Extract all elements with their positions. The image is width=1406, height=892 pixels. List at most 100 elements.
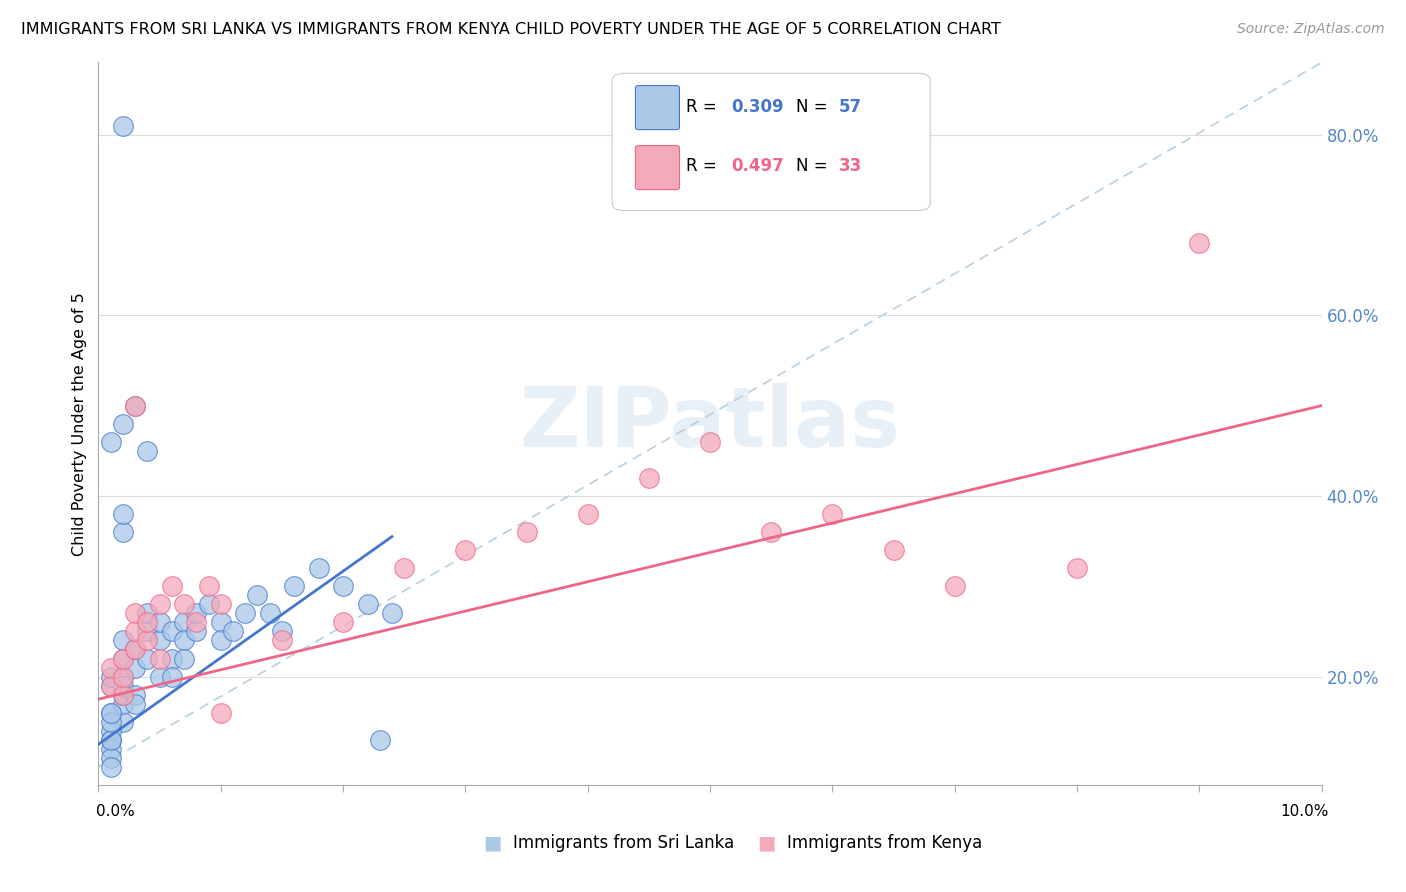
- Point: [124, 697, 146, 711]
- Point: [124, 607, 146, 621]
- Point: [368, 732, 391, 747]
- Point: [270, 633, 292, 648]
- Point: [759, 524, 782, 539]
- Point: [149, 615, 172, 630]
- Point: [209, 598, 232, 612]
- Point: [1066, 561, 1088, 575]
- Text: 0.309: 0.309: [731, 98, 783, 116]
- Text: R =: R =: [686, 98, 721, 116]
- Text: ■: ■: [756, 833, 776, 853]
- Text: 0.0%: 0.0%: [96, 805, 135, 819]
- Point: [100, 434, 122, 449]
- Point: [100, 714, 122, 729]
- Point: [111, 697, 134, 711]
- Point: [149, 651, 172, 665]
- Point: [124, 624, 146, 639]
- Point: [197, 598, 219, 612]
- Point: [136, 615, 159, 630]
- Point: [270, 624, 292, 639]
- Point: [111, 507, 134, 521]
- Text: ■: ■: [482, 833, 502, 853]
- Point: [209, 633, 232, 648]
- Text: N =: N =: [796, 157, 832, 175]
- Point: [209, 706, 232, 720]
- Point: [100, 742, 122, 756]
- Point: [100, 751, 122, 765]
- Point: [111, 669, 134, 683]
- Point: [186, 615, 208, 630]
- Point: [392, 561, 416, 575]
- Point: [124, 399, 146, 413]
- Text: 10.0%: 10.0%: [1281, 805, 1329, 819]
- Point: [100, 723, 122, 738]
- Point: [160, 669, 183, 683]
- Point: [233, 607, 256, 621]
- Point: [173, 651, 195, 665]
- Point: [136, 633, 159, 648]
- Point: [576, 507, 599, 521]
- Text: Immigrants from Kenya: Immigrants from Kenya: [787, 834, 983, 852]
- Point: [821, 507, 844, 521]
- Point: [1188, 235, 1211, 250]
- Point: [111, 688, 134, 702]
- Point: [149, 633, 172, 648]
- Point: [356, 598, 378, 612]
- Point: [111, 633, 134, 648]
- Point: [943, 579, 966, 593]
- FancyBboxPatch shape: [636, 145, 679, 190]
- Text: Immigrants from Sri Lanka: Immigrants from Sri Lanka: [513, 834, 734, 852]
- FancyBboxPatch shape: [612, 73, 931, 211]
- Point: [149, 669, 172, 683]
- Point: [149, 598, 172, 612]
- Point: [111, 119, 134, 133]
- Point: [111, 714, 134, 729]
- Y-axis label: Child Poverty Under the Age of 5: Child Poverty Under the Age of 5: [72, 292, 87, 556]
- Point: [136, 607, 159, 621]
- Text: IMMIGRANTS FROM SRI LANKA VS IMMIGRANTS FROM KENYA CHILD POVERTY UNDER THE AGE O: IMMIGRANTS FROM SRI LANKA VS IMMIGRANTS …: [21, 22, 1001, 37]
- Point: [246, 588, 269, 602]
- Point: [173, 615, 195, 630]
- Point: [100, 760, 122, 774]
- Text: R =: R =: [686, 157, 721, 175]
- Point: [699, 434, 721, 449]
- Point: [332, 579, 354, 593]
- Point: [160, 651, 183, 665]
- Point: [173, 633, 195, 648]
- Point: [124, 399, 146, 413]
- Point: [100, 732, 122, 747]
- Point: [186, 607, 208, 621]
- Point: [136, 443, 159, 458]
- Point: [100, 660, 122, 674]
- Point: [173, 598, 195, 612]
- Point: [100, 706, 122, 720]
- Point: [100, 679, 122, 693]
- Point: [111, 679, 134, 693]
- Point: [100, 732, 122, 747]
- Text: Source: ZipAtlas.com: Source: ZipAtlas.com: [1237, 22, 1385, 37]
- Point: [637, 471, 661, 485]
- Text: 57: 57: [838, 98, 862, 116]
- Point: [100, 669, 122, 683]
- Point: [136, 651, 159, 665]
- Point: [197, 579, 219, 593]
- Text: 0.497: 0.497: [731, 157, 783, 175]
- Point: [160, 624, 183, 639]
- Point: [454, 543, 477, 558]
- Text: 33: 33: [838, 157, 862, 175]
- Text: N =: N =: [796, 98, 832, 116]
- Point: [332, 615, 354, 630]
- Point: [100, 679, 122, 693]
- FancyBboxPatch shape: [636, 86, 679, 129]
- Point: [259, 607, 281, 621]
- Point: [124, 660, 146, 674]
- Text: ZIPatlas: ZIPatlas: [520, 384, 900, 464]
- Point: [222, 624, 245, 639]
- Point: [124, 642, 146, 657]
- Point: [136, 624, 159, 639]
- Point: [124, 688, 146, 702]
- Point: [381, 607, 404, 621]
- Point: [111, 651, 134, 665]
- Point: [308, 561, 330, 575]
- Point: [160, 579, 183, 593]
- Point: [111, 651, 134, 665]
